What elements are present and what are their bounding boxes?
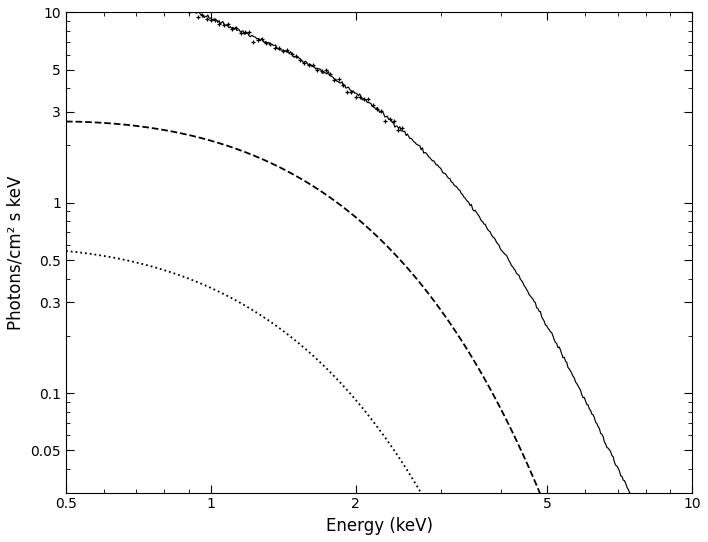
Y-axis label: Photons/cm² s keV: Photons/cm² s keV xyxy=(7,176,25,330)
X-axis label: Energy (keV): Energy (keV) xyxy=(326,517,433,535)
